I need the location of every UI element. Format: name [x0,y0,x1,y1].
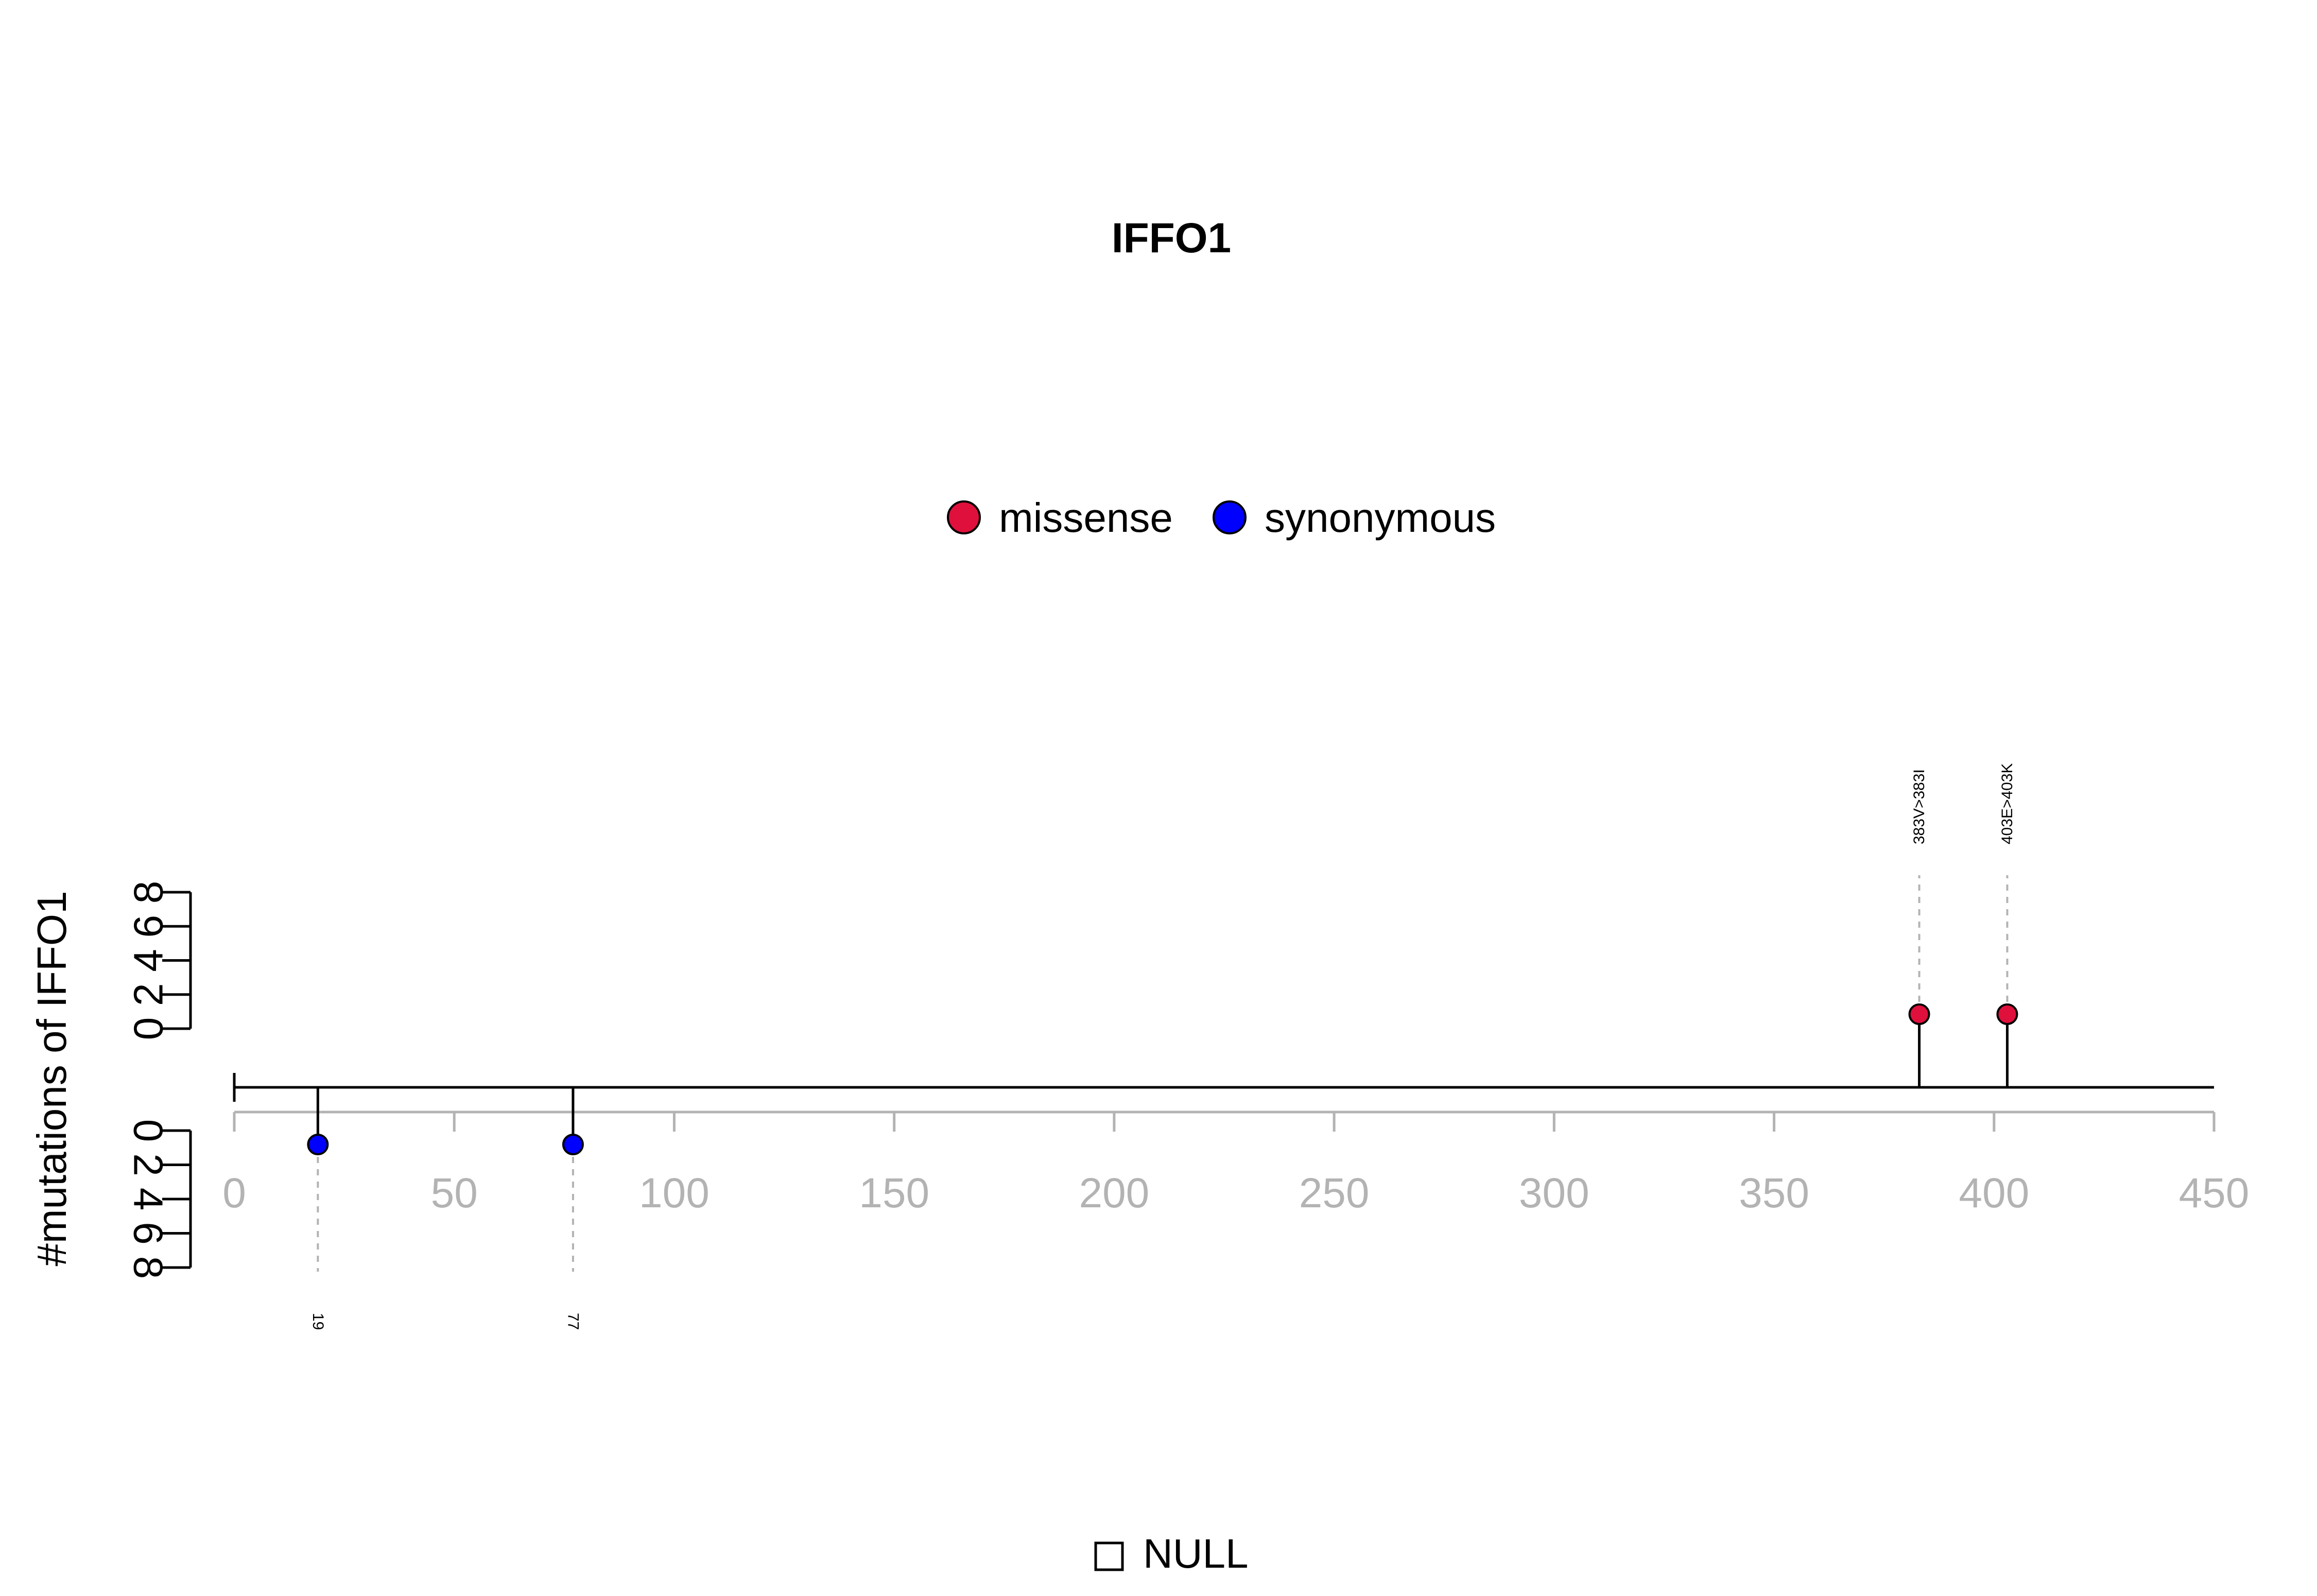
x-tick-label: 400 [1959,1170,2029,1217]
y-tick-label: 0 [126,1119,171,1142]
mutation-label: 19 [309,1313,326,1330]
mutation-label: 383V>383I [1911,769,1928,844]
y-tick-label: 6 [126,1222,171,1245]
x-tick-label: 100 [639,1170,710,1217]
y-tick-label: 4 [126,1188,171,1211]
x-axis: 0 50 100 150 200 250 300 350 400 450 [222,1111,2250,1217]
x-tick-label: 200 [1079,1170,1149,1217]
y-tick-label: 8 [126,1256,171,1279]
x-tick-label: 150 [859,1170,929,1217]
mutation-label: 403E>403K [1999,763,2016,844]
x-tick-label: 0 [222,1170,246,1217]
null-legend-label: NULL [1143,1531,1249,1576]
y-axis-bottom: 0 2 4 6 8 [126,1119,192,1279]
x-tick-label: 250 [1299,1170,1370,1217]
y-tick-label: 4 [126,949,171,972]
y-axis-top: 0 2 4 6 8 [126,881,192,1040]
y-tick-label: 2 [126,983,171,1007]
mutation-label: 77 [564,1313,581,1330]
legend-synonymous-label: synonymous [1265,495,1496,541]
chart-title: IFFO1 [1112,215,1231,262]
y-tick-label: 0 [126,1017,171,1040]
lollipop-marks: 383V>383I 403E>403K 19 77 [307,763,2018,1330]
legend-missense-marker [947,500,981,534]
null-legend-box [1094,1541,1124,1571]
y-tick-label: 8 [126,881,171,904]
lollipop-point [307,1134,329,1155]
lollipop-point [1996,1003,2018,1025]
y-tick-label: 6 [126,915,171,938]
x-tick-label: 450 [2179,1170,2250,1217]
bottom-legend: NULL [1094,1531,1249,1576]
y-tick-label: 2 [126,1153,171,1176]
x-tick-label: 350 [1739,1170,1809,1217]
legend-synonymous-marker [1213,500,1247,534]
y-axis-label: #mutations of IFFO1 [29,891,75,1266]
x-tick-label: 300 [1519,1170,1589,1217]
legend: missense synonymous [947,495,1496,541]
x-tick-label: 50 [431,1170,478,1217]
lollipop-point [1908,1003,1930,1025]
legend-missense-label: missense [999,495,1173,541]
lollipop-point [562,1134,584,1155]
protein-track [233,1073,2214,1102]
